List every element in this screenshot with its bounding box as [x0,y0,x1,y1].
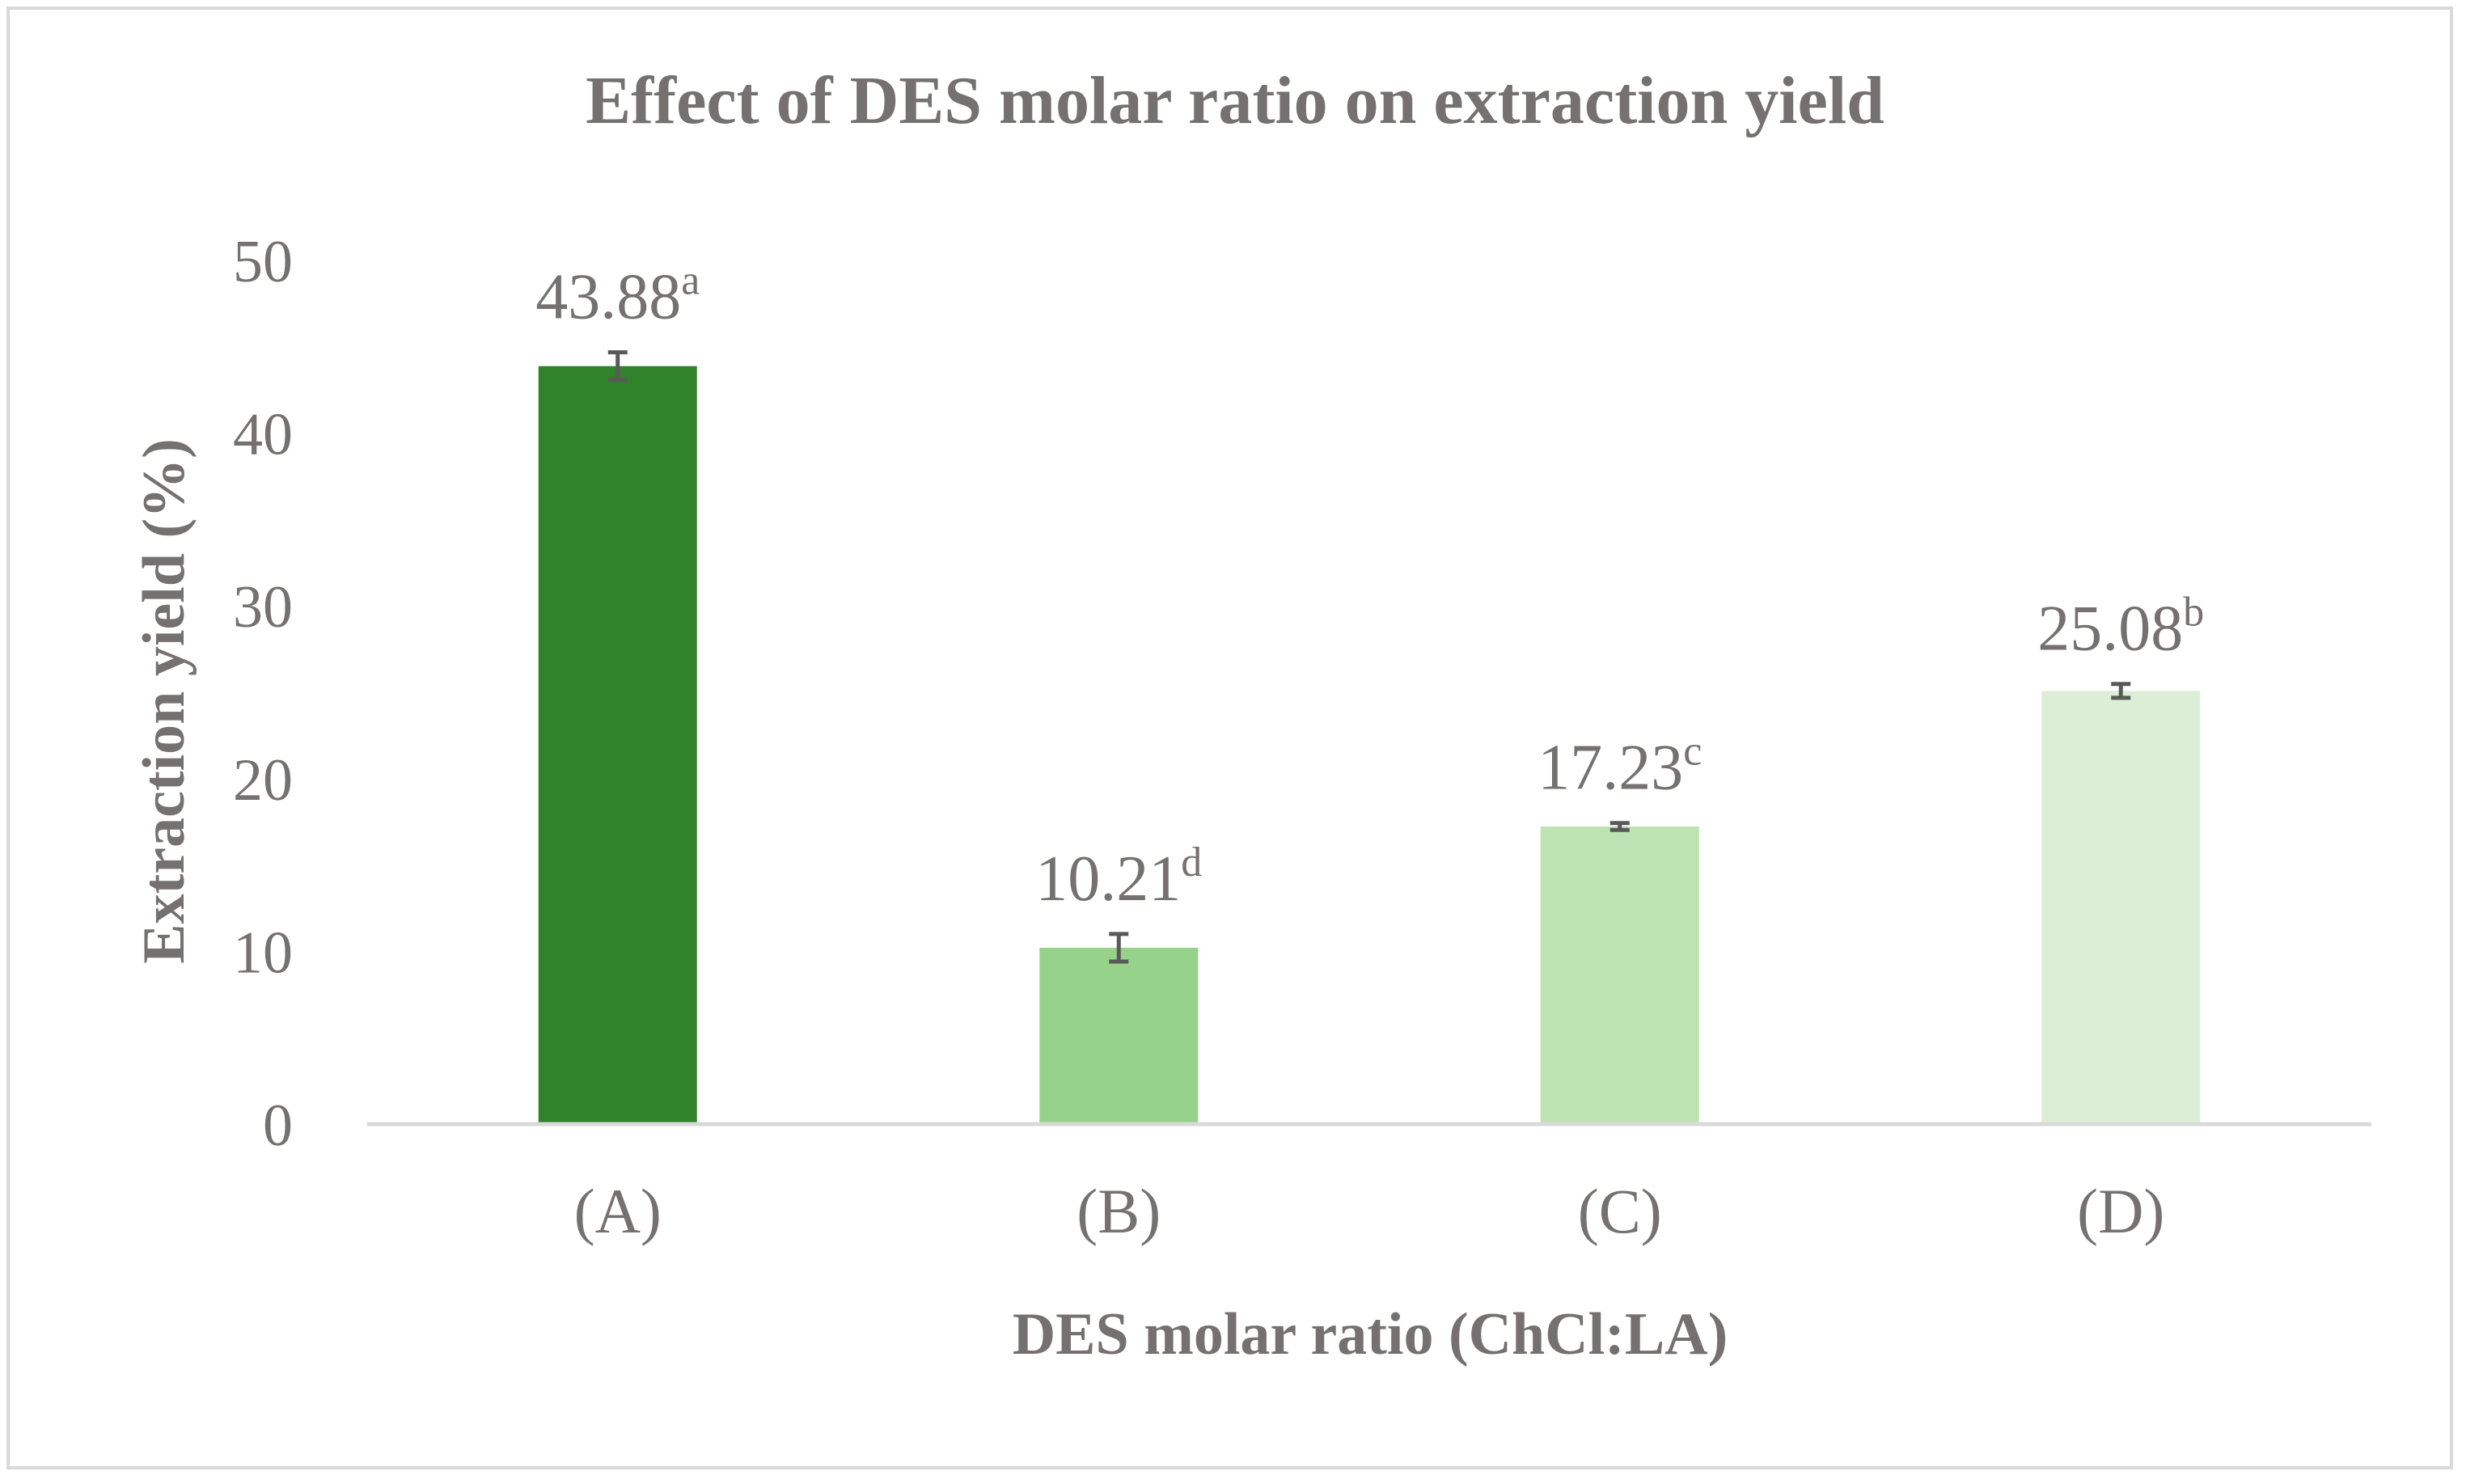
chart-title: Effect of DES molar ratio on extraction … [586,63,1884,138]
bar [2041,691,2201,1124]
data-label: 17.23c [1538,729,1702,804]
bar-chart: Effect of DES molar ratio on extraction … [131,63,2371,1368]
y-tick-label: 40 [233,402,293,468]
chart-frame: Effect of DES molar ratio on extraction … [6,6,2453,1469]
data-label: 43.88a [535,258,700,333]
error-bar [2111,682,2131,700]
y-tick-label: 20 [233,747,293,814]
x-tick-label: (C) [1578,1176,1662,1246]
data-label-value: 10.21 [1035,843,1181,915]
x-tick-label: (A) [574,1176,662,1246]
significance-letter: a [681,258,700,304]
y-tick-label: 50 [233,229,293,295]
y-axis-label: Extraction yield (%) [131,438,197,963]
y-tick-label: 10 [233,920,293,986]
data-label: 25.08b [2037,590,2204,665]
data-label-value: 25.08 [2037,594,2183,665]
y-tick-label: 0 [263,1093,293,1159]
significance-letter: b [2183,590,2204,636]
significance-letter: d [1181,839,1202,886]
x-tick-label: (B) [1076,1176,1161,1246]
error-bar [1609,821,1630,832]
bar [1039,947,1199,1124]
data-label-value: 17.23 [1538,733,1683,804]
data-label: 10.21d [1035,839,1202,915]
data-label-value: 43.88 [535,262,681,333]
bar [538,366,697,1124]
y-tick-label: 30 [233,574,293,641]
significance-letter: c [1683,729,1702,775]
error-bar [1109,932,1129,964]
x-axis-label: DES molar ratio (ChCl:LA) [1013,1301,1728,1368]
error-bar [607,350,628,383]
bar [1540,826,1699,1124]
x-tick-label: (D) [2077,1176,2164,1246]
